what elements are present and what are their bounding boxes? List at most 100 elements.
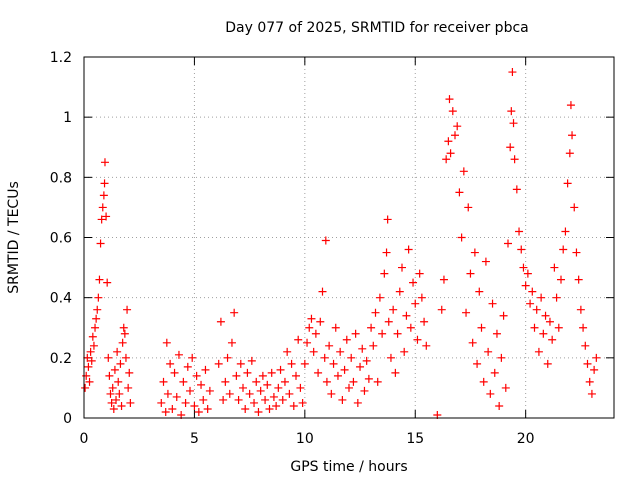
data-point [509,119,518,128]
data-point [439,275,448,284]
data-point [393,329,402,338]
data-point [574,275,583,284]
data-point [161,407,170,416]
data-point [453,122,462,131]
data-point [112,395,121,404]
data-point [311,329,320,338]
data-point [504,239,512,248]
data-point [252,377,261,386]
data-point [241,404,250,413]
data-point [519,263,528,272]
data-point [380,269,389,278]
data-point [214,359,223,368]
data-point [203,404,212,413]
data-point [501,383,510,392]
data-point [446,149,455,158]
data-point [356,362,365,371]
data-point [81,383,90,392]
data-point [554,323,563,332]
data-point [499,311,508,320]
data-point [510,155,519,164]
data-point [590,365,599,374]
data-point [232,371,241,380]
data-point [316,317,325,326]
data-point [188,353,197,362]
data-point [521,281,530,290]
data-point [479,377,488,386]
data-point [258,371,267,380]
data-point [93,305,102,314]
data-point [548,335,557,344]
data-point [587,389,596,398]
data-point [179,377,188,386]
data-point [389,305,398,314]
data-point [395,287,404,296]
data-point [115,389,124,398]
data-point [89,341,98,350]
data-point [120,329,129,338]
data-point [97,215,106,224]
y-axis-label: SRMTID / TECUs [6,181,22,294]
data-point [517,245,526,254]
data-point [523,269,532,278]
data-point [492,329,501,338]
data-point [197,380,206,389]
data-point [227,338,236,347]
data-point [508,68,517,77]
data-point [314,368,323,377]
data-point [552,293,561,302]
y-tick-label: 0.2 [50,351,72,367]
data-point [468,338,477,347]
data-point [477,323,486,332]
data-point [351,329,360,338]
data-point [473,359,482,368]
y-tick-label: 0.4 [50,291,72,307]
data-point [265,404,274,413]
data-point [85,377,94,386]
data-point [512,185,521,194]
data-point [592,353,601,362]
data-point [568,131,577,140]
data-point [333,371,342,380]
data-point [404,245,413,254]
data-point [384,317,393,326]
y-tick-label: 0.8 [50,170,72,186]
data-point [99,191,108,200]
data-point [358,344,367,353]
y-tick-label: 0 [63,411,72,427]
data-point [163,389,172,398]
data-point [100,158,109,167]
data-point [256,386,265,395]
data-point [106,389,115,398]
data-point [409,278,418,287]
data-point [391,368,400,377]
data-point [104,353,113,362]
data-point [481,257,490,266]
data-point [537,293,546,302]
data-point [561,227,570,236]
data-point [91,323,100,332]
x-tick-label: 5 [190,431,199,447]
data-point [230,308,239,317]
data-point [108,383,117,392]
data-point [194,407,203,416]
data-point [245,389,254,398]
data-point [490,368,499,377]
data-point [528,287,537,296]
data-point [87,356,96,365]
data-point [336,347,345,356]
data-point [530,323,539,332]
ticks-layer: 0 0.2 0.4 0.6 0.8 1 1.2 0 5 10 15 20 [50,50,614,447]
data-point [495,401,504,410]
data-point [488,299,497,308]
data-point [557,275,565,284]
data-point [378,329,387,338]
data-point [168,404,177,413]
data-point [451,131,459,140]
x-axis-label: GPS time / hours [290,459,407,475]
data-point [102,212,111,221]
data-point [570,203,579,212]
data-point [303,338,312,347]
data-point [254,407,263,416]
data-point [331,323,340,332]
